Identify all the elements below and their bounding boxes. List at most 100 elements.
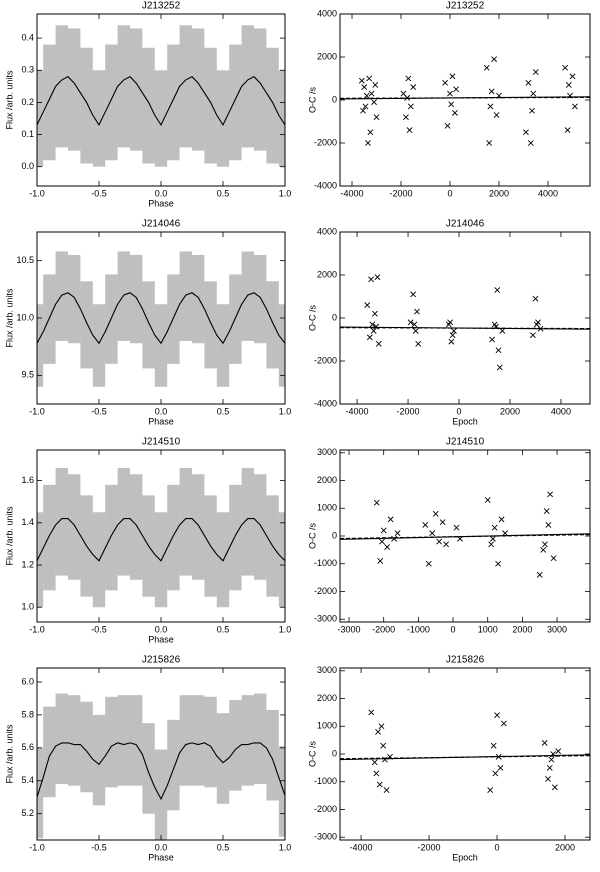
cross-marker — [370, 327, 377, 334]
scatter-cloud — [278, 512, 285, 608]
cross-marker — [380, 527, 387, 534]
scatter-cloud — [179, 25, 192, 148]
cross-marker — [498, 516, 505, 523]
y-axis-label: Flux /arb. units — [4, 70, 14, 130]
curve-line — [37, 76, 285, 127]
scatter-cloud — [192, 28, 205, 151]
scatter-cloud — [241, 695, 254, 786]
scatter-cloud — [130, 254, 143, 344]
panel: J213252 Phase Flux /arb. units -1.0 -0.5 0.0 0… — [4, 1, 291, 209]
x-tick-label: 0 — [457, 406, 462, 416]
cross-marker — [447, 319, 454, 326]
x-tick-label: 1000 — [478, 624, 498, 634]
cross-marker — [377, 558, 384, 564]
plot-area — [37, 251, 285, 387]
curve-line — [37, 518, 285, 562]
cross-marker — [373, 770, 380, 777]
y-tick-label: -2000 — [314, 804, 337, 814]
y-tick-label: 0.3 — [21, 65, 34, 75]
scatter-cloud — [278, 746, 285, 837]
scatter-cloud — [105, 44, 118, 161]
y-axis-label: O-C /s — [307, 741, 317, 767]
x-axis-label: Epoch — [452, 852, 478, 862]
y-axis-label: O-C /s — [307, 523, 317, 549]
cross-marker — [371, 310, 378, 317]
scatter-cloud — [216, 304, 230, 387]
y-axis-label: O-C /s — [307, 87, 317, 113]
cross-marker — [491, 56, 498, 63]
y-tick-label: 3000 — [317, 447, 337, 457]
cross-marker — [358, 77, 365, 84]
x-tick-label: 1.0 — [279, 624, 292, 634]
cross-marker — [371, 99, 377, 106]
scatter-cloud — [68, 695, 81, 786]
x-axis-label: Phase — [148, 634, 174, 644]
scatter-cloud — [117, 25, 130, 148]
x-tick-label: -4000 — [346, 406, 369, 416]
x-tick-label: -1.0 — [29, 406, 45, 416]
cross-marker — [361, 84, 368, 91]
scatter-cloud — [179, 251, 192, 341]
cross-marker — [436, 538, 443, 545]
scatter-cloud — [55, 467, 68, 576]
cross-marker — [494, 712, 500, 719]
x-axis-label: Epoch — [452, 416, 478, 426]
cross-marker — [494, 287, 501, 293]
y-tick-label: -4000 — [314, 180, 337, 190]
x-tick-label: 2000 — [555, 842, 575, 852]
cross-marker — [533, 321, 540, 328]
plot-area — [37, 693, 285, 840]
scatter-cloud — [80, 281, 93, 369]
cross-marker — [487, 787, 494, 793]
scatter-cloud — [216, 713, 230, 804]
scatter-cloud — [254, 474, 267, 580]
cross-marker — [369, 321, 376, 328]
panel: J214510 Phase Flux /arb. units -1.0 -0.5 0.0 0… — [4, 437, 291, 645]
x-axis-label: Phase — [148, 416, 174, 426]
curve-line — [340, 754, 590, 761]
cross-marker — [383, 787, 390, 793]
cross-marker — [422, 521, 429, 528]
x-tick-label: 2000 — [512, 624, 532, 634]
cross-marker — [546, 764, 553, 771]
y-tick-label: -2000 — [314, 586, 337, 596]
scatter-cloud — [192, 474, 205, 580]
scatter-cloud — [278, 304, 285, 387]
x-tick-label: 1.0 — [279, 406, 292, 416]
x-tick-label: -1000 — [407, 624, 430, 634]
x-tick-label: -0.5 — [91, 842, 107, 852]
cross-marker — [540, 546, 547, 553]
cross-marker — [366, 75, 373, 82]
x-tick-label: 0.0 — [155, 406, 168, 416]
scatter-cloud — [254, 254, 267, 344]
cross-marker — [489, 535, 496, 542]
cross-marker — [406, 127, 413, 134]
y-tick-label: 0 — [332, 312, 337, 322]
y-tick-label: 0.4 — [21, 32, 34, 42]
x-axis-label: Phase — [148, 852, 174, 862]
y-tick-label: 5.6 — [21, 742, 34, 752]
scatter-cloud — [204, 47, 217, 164]
x-tick-label: -2000 — [397, 406, 420, 416]
y-tick-label: 1.0 — [21, 602, 34, 612]
cross-marker — [366, 334, 373, 341]
cross-marker — [376, 781, 383, 788]
panel-title: J214046 — [142, 219, 181, 230]
panel-title: J215826 — [142, 655, 181, 666]
cross-marker — [365, 140, 371, 146]
cross-marker — [449, 73, 456, 80]
cross-marker — [548, 756, 555, 763]
scatter-cloud — [254, 28, 267, 151]
curve-line — [340, 533, 590, 540]
scatter-cloud — [154, 304, 168, 387]
scatter-cloud — [37, 512, 44, 608]
scatter-cloud — [92, 714, 106, 806]
y-tick-label: 5.4 — [21, 775, 34, 785]
panel: J214046 Epoch O-C /s -4000 -2000 0 2000 4000 -40… — [307, 219, 591, 426]
y-tick-label: 4000 — [317, 8, 337, 18]
scatter-cloud — [142, 723, 155, 814]
x-tick-label: -2000 — [418, 842, 441, 852]
x-tick-label: 2000 — [500, 406, 520, 416]
x-tick-label: -0.5 — [91, 624, 107, 634]
y-tick-label: 0 — [332, 748, 337, 758]
